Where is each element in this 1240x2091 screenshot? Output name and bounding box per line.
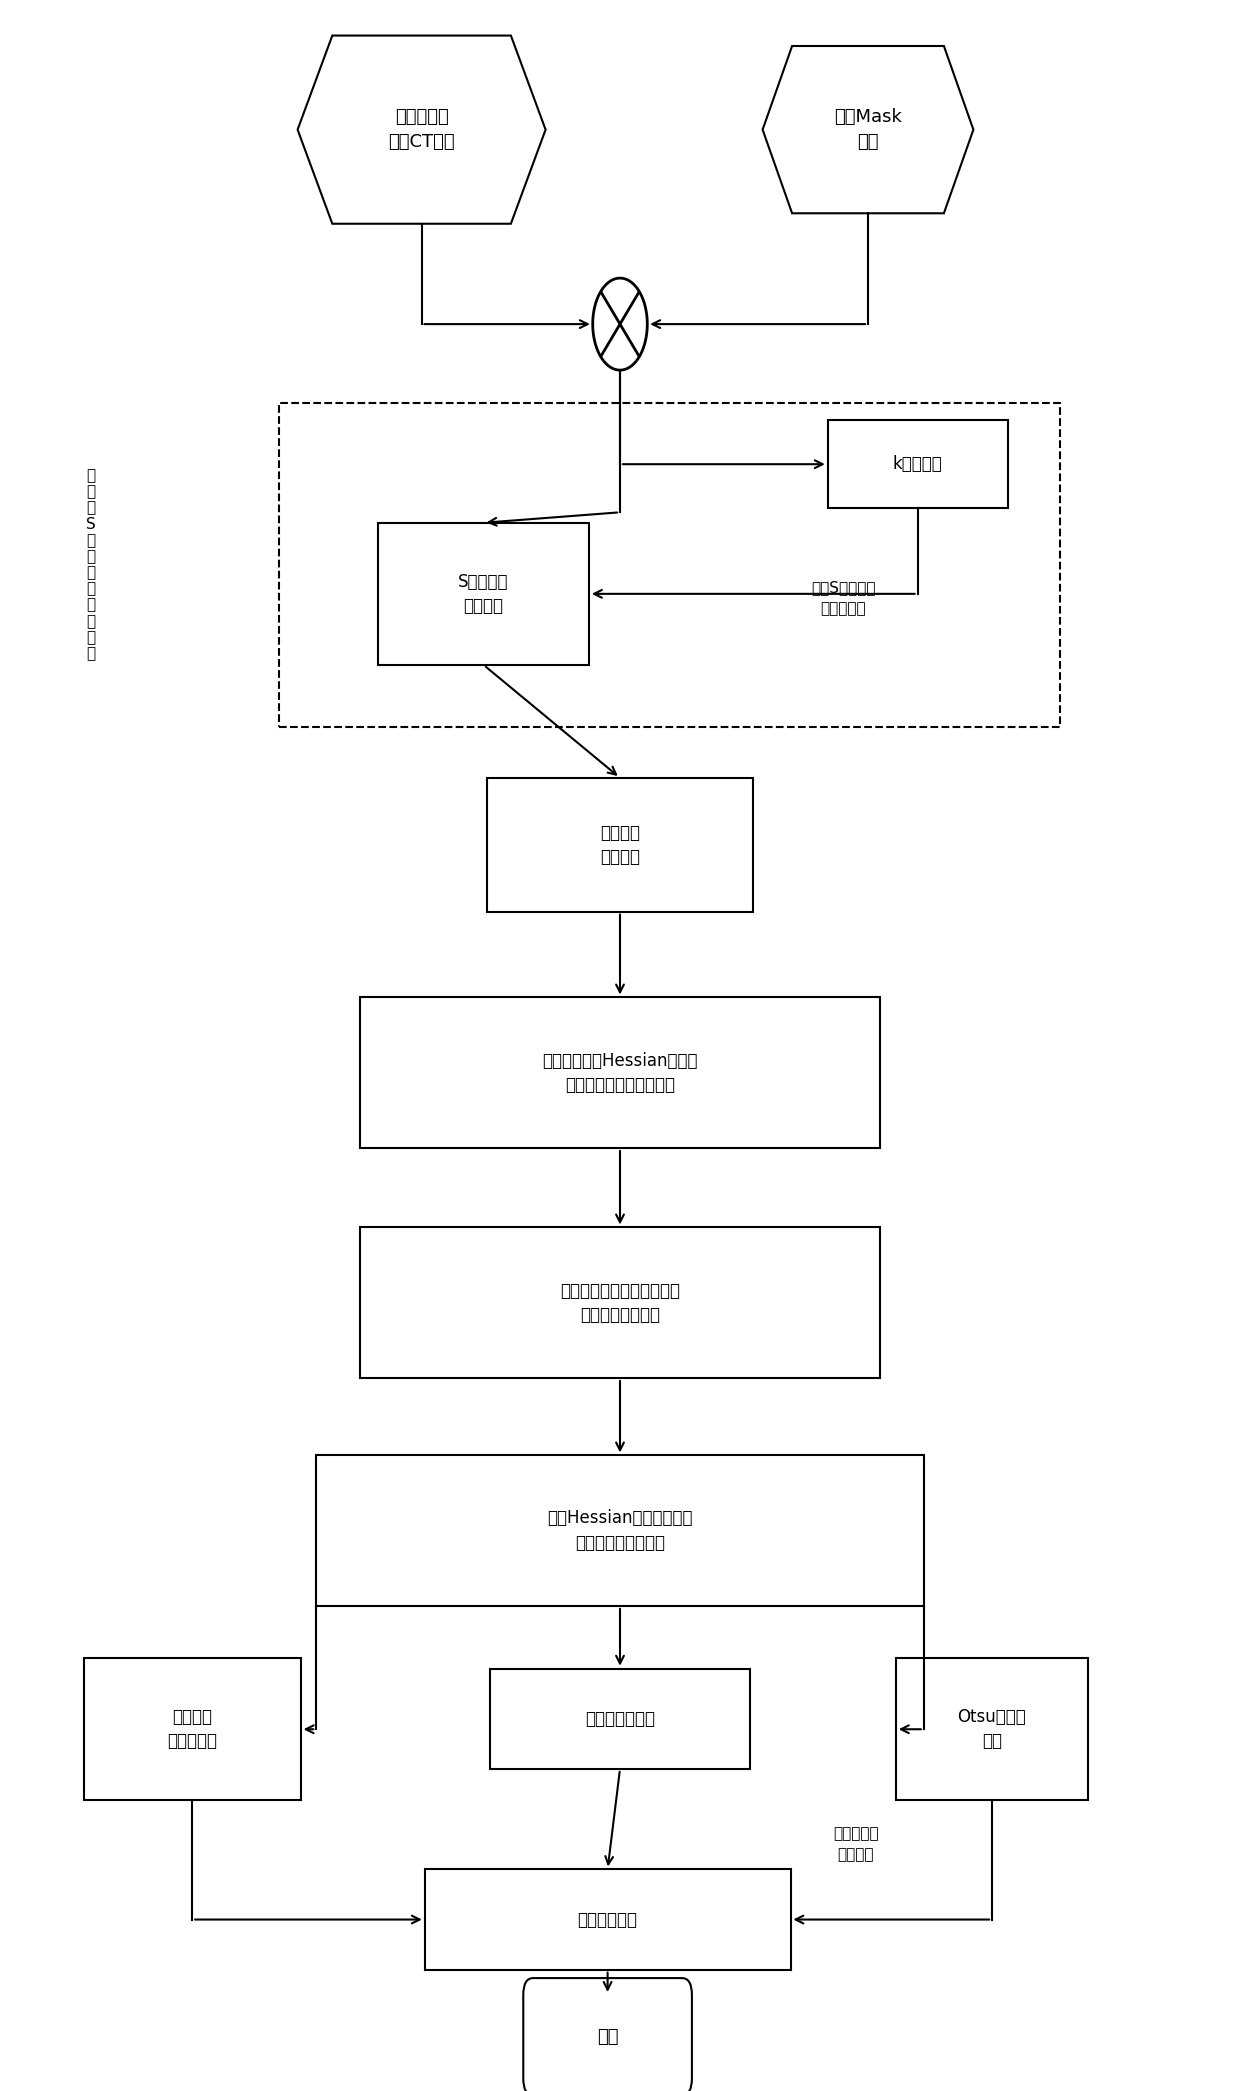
- Text: S型非线性
灰度映射: S型非线性 灰度映射: [459, 573, 508, 615]
- Polygon shape: [298, 36, 546, 224]
- Text: 求取特征值相反数，并对特
征值进行分段补偿: 求取特征值相反数，并对特 征值进行分段补偿: [560, 1282, 680, 1324]
- FancyBboxPatch shape: [523, 1978, 692, 2091]
- Text: 模糊连接分割: 模糊连接分割: [578, 1911, 637, 1928]
- Polygon shape: [763, 46, 973, 213]
- Text: Otsu多阈值
算法: Otsu多阈值 算法: [957, 1708, 1027, 1750]
- Bar: [895, 1658, 1089, 1800]
- Bar: [378, 523, 589, 665]
- Bar: [490, 1669, 750, 1769]
- Bar: [316, 1455, 924, 1606]
- Text: k均值聚类: k均值聚类: [893, 456, 942, 473]
- Polygon shape: [593, 278, 647, 370]
- Text: 肝脏Mask
图像: 肝脏Mask 图像: [835, 109, 901, 151]
- Text: 结束: 结束: [596, 2028, 619, 2045]
- Text: 初始化模糊
分割参数: 初始化模糊 分割参数: [833, 1828, 878, 1861]
- Text: 自动筛选
一个种子点: 自动筛选 一个种子点: [167, 1708, 217, 1750]
- Text: 模糊亲和度函数: 模糊亲和度函数: [585, 1710, 655, 1727]
- Text: 自
适
应
S
型
非
线
性
灰
度
映
射: 自 适 应 S 型 非 线 性 灰 度 映 射: [86, 468, 95, 661]
- Bar: [828, 420, 1007, 508]
- Bar: [279, 401, 1060, 728]
- Bar: [486, 778, 754, 912]
- Bar: [360, 1227, 880, 1378]
- Text: 构造三维灰度Hessian矩阵，
并对矩阵进行特征值分解: 构造三维灰度Hessian矩阵， 并对矩阵进行特征值分解: [542, 1052, 698, 1094]
- Bar: [424, 1869, 791, 1970]
- Text: 计算S型非线性
映射的参数: 计算S型非线性 映射的参数: [811, 581, 875, 615]
- Text: 各向同性
插值采样: 各向同性 插值采样: [600, 824, 640, 866]
- Bar: [360, 997, 880, 1148]
- Bar: [84, 1658, 300, 1800]
- Text: 基于Hessian矩阵特征值的
多尺度血管增强算法: 基于Hessian矩阵特征值的 多尺度血管增强算法: [547, 1510, 693, 1552]
- Text: 原始的腹部
增强CT图像: 原始的腹部 增强CT图像: [388, 109, 455, 151]
